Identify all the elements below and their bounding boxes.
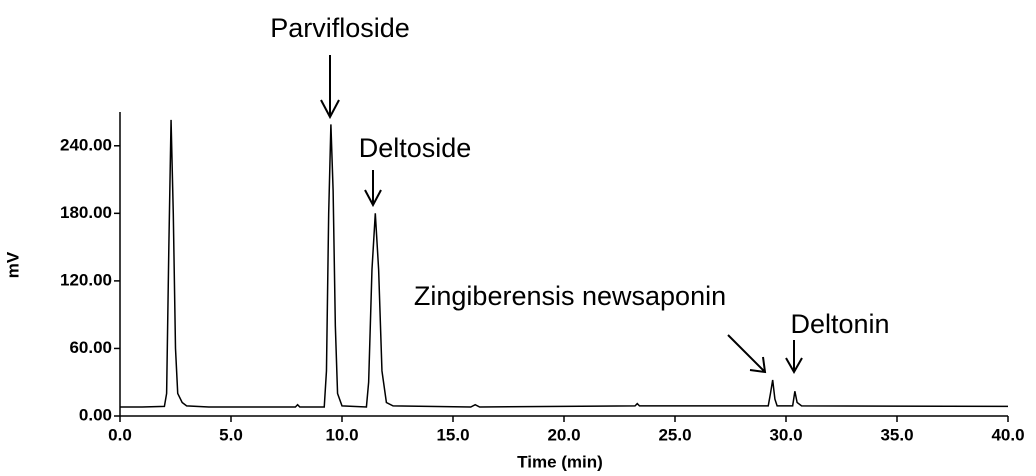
annotation: Deltoside bbox=[359, 133, 472, 163]
x-tick-label: 0.0 bbox=[108, 425, 132, 444]
y-axis-label: mV bbox=[3, 251, 22, 278]
x-tick-label: 30.0 bbox=[769, 425, 802, 444]
y-tick-label: 180.00 bbox=[60, 203, 112, 222]
annotation: Parvifloside bbox=[270, 13, 410, 43]
arrows bbox=[320, 55, 803, 375]
annotation: Deltonin bbox=[790, 309, 889, 339]
x-tick-label: 35.0 bbox=[880, 425, 913, 444]
x-axis-label: Time (min) bbox=[517, 452, 603, 471]
y-tick-label: 120.00 bbox=[60, 270, 112, 289]
x-tick-label: 5.0 bbox=[219, 425, 243, 444]
x-tick-label: 40.0 bbox=[991, 425, 1024, 444]
x-tick-label: 15.0 bbox=[436, 425, 469, 444]
chromatogram-line bbox=[120, 119, 1009, 408]
x-tick-label: 10.0 bbox=[325, 425, 358, 444]
x-tick-label: 25.0 bbox=[658, 425, 691, 444]
y-tick-label: 240.00 bbox=[60, 135, 112, 154]
x-tick-label: 20.0 bbox=[547, 425, 580, 444]
y-tick-label: 60.00 bbox=[69, 338, 112, 357]
annotation: Zingiberensis newsaponin bbox=[414, 281, 726, 311]
y-tick-label: 0.00 bbox=[79, 405, 112, 424]
